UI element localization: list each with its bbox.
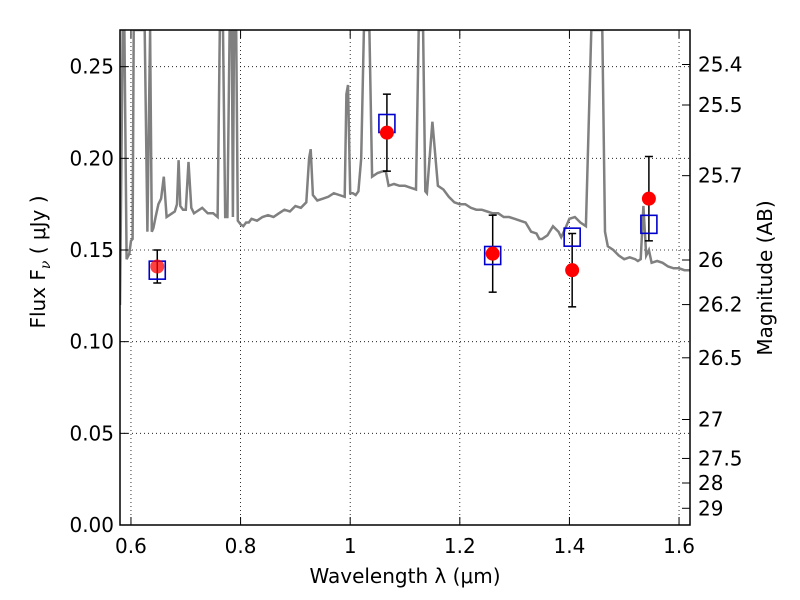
y-tick-label: 0.00 [69,513,114,537]
y-axis-label-unit: ( μJy ) [26,195,50,260]
observed-flux-point [641,191,656,206]
y-tick-label: 0.05 [69,421,114,445]
y-axis-label-main: Flux F [26,269,50,328]
right-axis-label: Magnitude (AB) [753,200,777,355]
right-tick-label: 26.2 [698,293,743,317]
right-tick-label: 25.4 [698,52,743,76]
tick-labels: 0.6 0.8 1 1.2 1.4 1.6 0.00 0.05 0.10 0.15 0.20 0.25… [69,52,742,558]
right-tick-label: 27.5 [698,446,743,470]
y-axis-label-sub: ν [38,260,54,269]
y-axis-label: Flux Fν ( μJy ) [26,195,54,328]
y-tick-label: 0.20 [69,146,114,170]
right-tick-label: 28 [698,471,723,495]
axis-ticks [120,30,690,526]
right-tick-label: 26 [698,248,723,272]
observed-flux-point [379,125,394,140]
right-tick-label: 25.7 [698,164,743,188]
x-tick-label: 1.2 [444,534,476,558]
y-tick-label: 0.15 [69,238,114,262]
x-tick-label: 1.6 [663,534,695,558]
model-square-marker [563,227,581,247]
y-tick-label: 0.10 [69,330,114,354]
observed-flux-point [485,246,500,261]
observed-flux-point [565,263,580,278]
plot-area [120,30,690,308]
photometry-markers [148,113,658,280]
observed-flux-point [150,259,165,274]
x-axis-label: Wavelength λ (μm) [309,564,500,588]
x-tick-label: 1 [344,534,357,558]
model-square-marker [640,214,658,235]
x-tick-label: 0.6 [115,534,147,558]
right-tick-label: 27 [698,408,723,432]
y-tick-label: 0.25 [69,55,114,79]
model-square-marker [483,245,502,266]
right-tick-label: 26.5 [698,346,743,370]
plot-frame [119,29,691,526]
right-tick-label: 25.5 [698,93,743,117]
x-tick-label: 1.4 [554,534,586,558]
right-tick-label: 29 [698,496,723,520]
model-spectrum-line [120,30,690,306]
x-tick-label: 0.8 [225,534,257,558]
